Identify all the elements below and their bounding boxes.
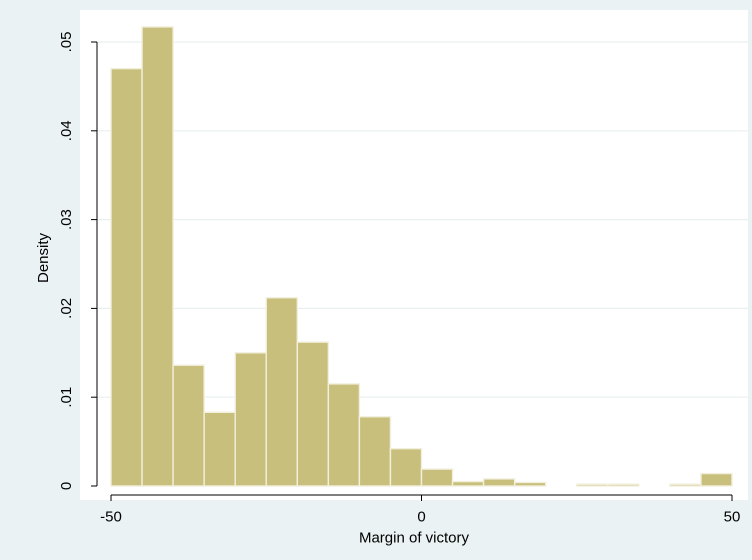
histogram-bar-16 — [607, 483, 640, 487]
histogram-bar-10 — [420, 468, 454, 487]
histogram-bar-13 — [513, 481, 547, 487]
histogram-bar-5 — [265, 297, 298, 487]
histogram-bar-8 — [358, 416, 392, 487]
histogram-bar-7 — [327, 383, 361, 487]
histogram-bar-0 — [110, 67, 143, 487]
histogram-bar-2 — [172, 364, 205, 487]
histogram-bar-1 — [141, 26, 174, 487]
y-tick-label-3: .03 — [58, 209, 75, 230]
y-tick-label-4: .04 — [58, 120, 75, 141]
tick-labels: 0 .01 .02 .03 .04 .05 -50 0 50 — [58, 32, 740, 526]
y-tick-label-0: 0 — [58, 482, 75, 490]
x-axis-title: Margin of victory — [359, 529, 470, 546]
x-tick-label-2: 50 — [724, 508, 741, 525]
histogram-bar-4 — [234, 352, 267, 487]
x-tick-label-0: -50 — [100, 508, 122, 525]
gridlines — [97, 41, 748, 398]
x-tick-label-1: 0 — [417, 508, 425, 525]
histogram-bar-6 — [296, 341, 330, 487]
y-tick-label-5: .05 — [58, 32, 75, 53]
histogram-bar-12 — [482, 478, 516, 487]
y-tick-label-2: .02 — [58, 298, 75, 319]
y-axis-title: Density — [35, 232, 52, 283]
histogram-bars — [110, 26, 733, 487]
histogram-bar-15 — [576, 483, 609, 487]
y-tick-label-1: .01 — [58, 387, 75, 408]
histogram-bar-9 — [389, 448, 423, 487]
histogram-bar-11 — [451, 480, 485, 487]
histogram-bar-19 — [700, 472, 733, 487]
histogram-bar-18 — [669, 483, 702, 487]
histogram-bar-3 — [203, 411, 236, 487]
